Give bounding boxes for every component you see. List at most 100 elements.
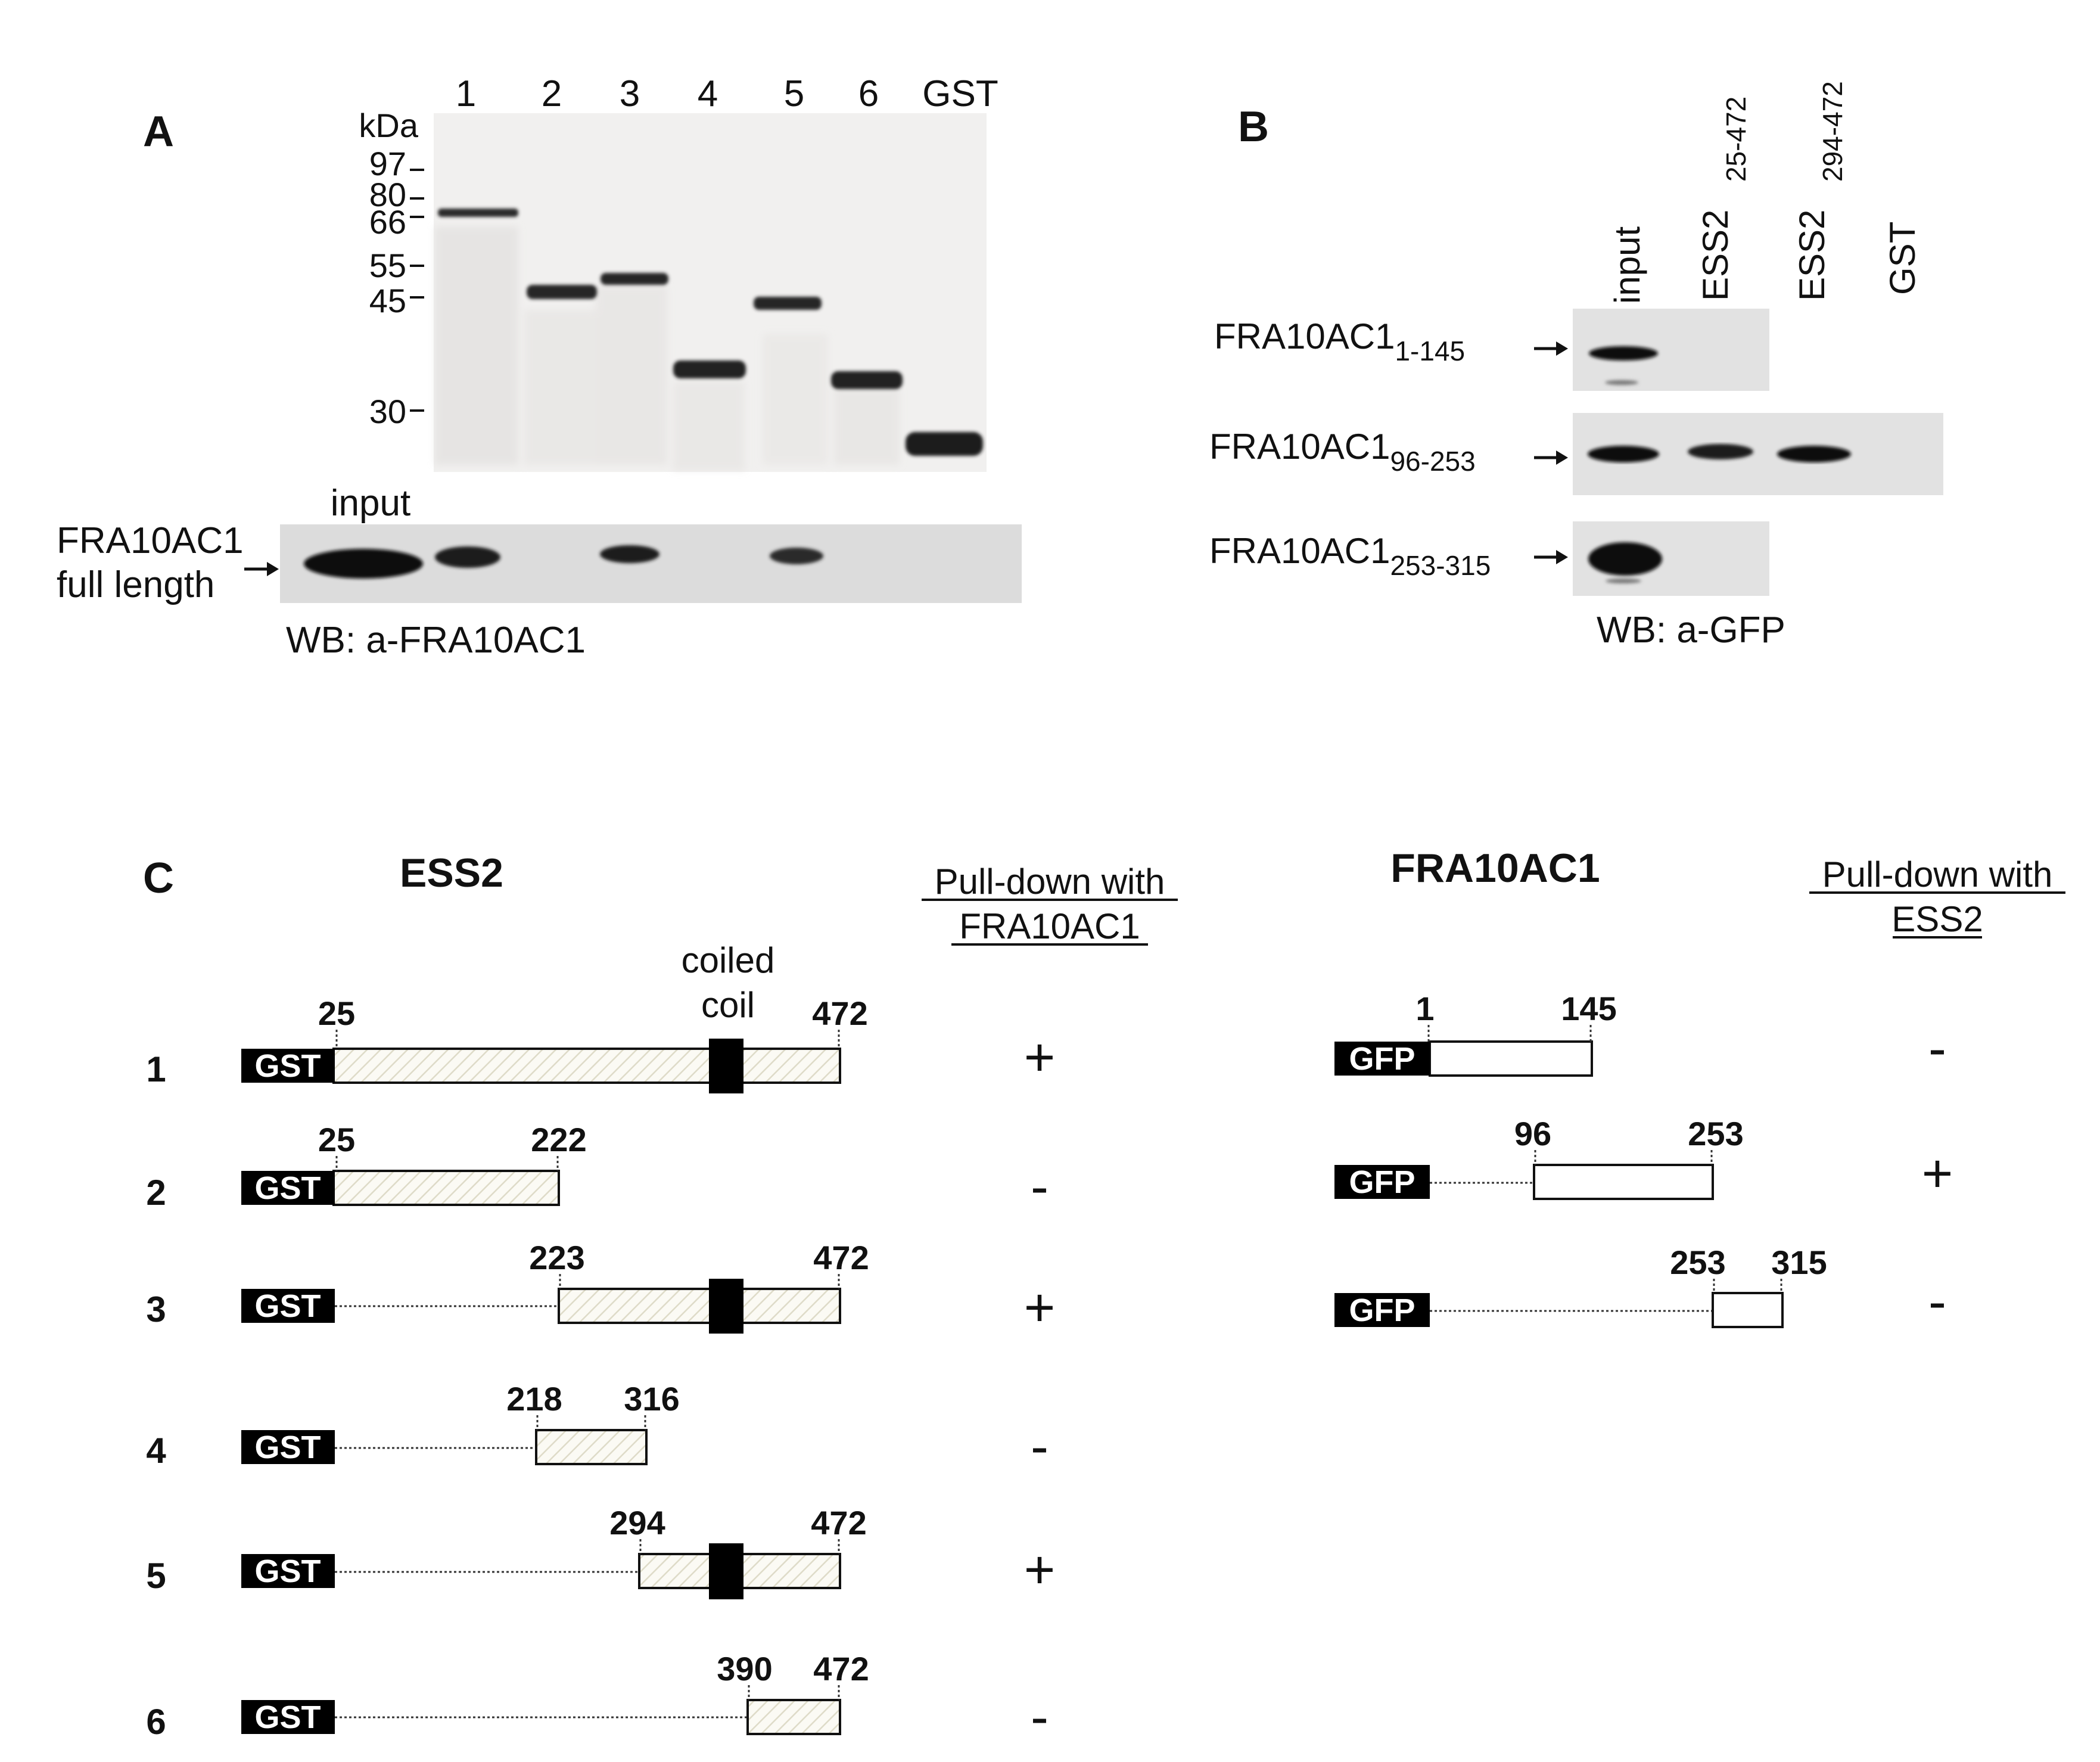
ess2-construct: 3 GST 223 472 + bbox=[146, 1239, 1055, 1338]
protein-domain bbox=[332, 1048, 841, 1084]
panel-b-letter: B bbox=[1238, 103, 1269, 151]
coiled-coil-label: coil bbox=[701, 985, 755, 1025]
gst-tag bbox=[241, 1430, 335, 1464]
pull-down-result: - bbox=[1031, 1157, 1049, 1217]
coomassie-gel bbox=[434, 113, 987, 472]
kda-label: kDa bbox=[359, 107, 418, 144]
gfp-tag-label: GFP bbox=[1349, 1292, 1415, 1328]
construct-number: 4 bbox=[146, 1431, 166, 1471]
side-label: full length bbox=[57, 564, 214, 605]
gst-tag bbox=[241, 1554, 335, 1588]
residue-label: 316 bbox=[624, 1380, 679, 1418]
blot-band bbox=[1588, 446, 1659, 462]
gel-band bbox=[438, 209, 518, 217]
panel-a-lane-label: 4 bbox=[698, 73, 718, 114]
western-blot-b-row-3 bbox=[1573, 521, 1769, 596]
gfp-tag-label: GFP bbox=[1349, 1041, 1415, 1077]
panel-a-lane-label: 6 bbox=[858, 73, 879, 114]
gel-band bbox=[601, 273, 668, 285]
protein-domain bbox=[1533, 1164, 1714, 1200]
coiled-coil-domain bbox=[709, 1039, 743, 1093]
panel-b-lane-subscript: 25-472 bbox=[1721, 97, 1751, 182]
construct-number: 6 bbox=[146, 1702, 166, 1742]
gel-band bbox=[673, 361, 746, 378]
western-blot-b-row-2 bbox=[1573, 413, 1943, 495]
ess2-construct: 5 GST 294 472 + bbox=[146, 1504, 1055, 1600]
residue-label: 253 bbox=[1670, 1244, 1725, 1281]
gfp-tag bbox=[1334, 1165, 1430, 1199]
marker-label: 80 bbox=[369, 176, 406, 213]
pull-down-result: - bbox=[1928, 1272, 1946, 1332]
construct-number: 1 bbox=[146, 1049, 166, 1089]
construct-number: 5 bbox=[146, 1556, 166, 1596]
ess2-construct: 2 GST 25 222 - bbox=[146, 1121, 1049, 1217]
gel-band bbox=[754, 297, 822, 310]
western-blot-a bbox=[280, 524, 1022, 603]
pull-down-result: + bbox=[1024, 1278, 1056, 1338]
pull-down-header: FRA10AC1 bbox=[959, 906, 1140, 946]
panel-b-lane-label: GST bbox=[1883, 222, 1922, 295]
residue-label: 472 bbox=[813, 1239, 869, 1276]
panel-a-lane-label: 5 bbox=[784, 73, 804, 114]
residue-label: 253 bbox=[1688, 1115, 1743, 1152]
pull-down-result: - bbox=[1031, 1688, 1049, 1747]
arrow-icon bbox=[1534, 341, 1568, 356]
panel-a-lane-label: 3 bbox=[620, 73, 640, 114]
protein-domain bbox=[1429, 1040, 1593, 1077]
fra10ac1-construct: GFP 96 253 + bbox=[1334, 1115, 1953, 1204]
pull-down-result: + bbox=[1024, 1540, 1056, 1600]
marker-label: 55 bbox=[369, 247, 406, 284]
protein-domain bbox=[332, 1170, 560, 1206]
protein-domain bbox=[535, 1429, 648, 1465]
gst-tag-label: GST bbox=[254, 1430, 321, 1465]
pull-down-result: - bbox=[1031, 1417, 1049, 1477]
gst-tag-label: GST bbox=[254, 1553, 321, 1589]
residue-label: 96 bbox=[1514, 1115, 1551, 1152]
gel-band bbox=[527, 285, 597, 299]
residue-label: 294 bbox=[609, 1504, 665, 1542]
pull-down-result: - bbox=[1928, 1019, 1946, 1079]
blot-band bbox=[1688, 444, 1753, 459]
blot-band bbox=[600, 545, 659, 563]
fra10ac1-title: FRA10AC1 bbox=[1390, 846, 1600, 891]
residue-label: 145 bbox=[1561, 990, 1616, 1027]
protein-domain bbox=[1712, 1292, 1784, 1328]
panel-b-lane-label: ESS2 bbox=[1695, 210, 1735, 301]
blot-band bbox=[1589, 346, 1658, 361]
western-blot-b-row-1 bbox=[1573, 309, 1769, 391]
gel-band bbox=[831, 371, 903, 389]
ess2-construct: 4 GST 218 316 - bbox=[146, 1380, 1049, 1477]
gst-tag-label: GST bbox=[254, 1288, 321, 1324]
marker-label: 45 bbox=[369, 282, 406, 319]
panel-b-row-label: FRA10AC1253-315 bbox=[1209, 531, 1491, 581]
arrow-icon bbox=[244, 562, 279, 576]
panel-b-lane-label: ESS2 bbox=[1792, 210, 1832, 301]
ess2-construct: 6 GST 390 472 - bbox=[146, 1650, 1049, 1747]
residue-label: 472 bbox=[811, 1504, 866, 1542]
marker-label: 97 bbox=[369, 145, 406, 182]
input-label: input bbox=[331, 483, 410, 524]
pull-down-result: + bbox=[1024, 1028, 1056, 1087]
gfp-tag-label: GFP bbox=[1349, 1164, 1415, 1200]
panel-a-lane-label: 2 bbox=[542, 73, 562, 114]
coiled-coil-label: coiled bbox=[682, 940, 775, 980]
residue-label: 1 bbox=[1415, 990, 1434, 1027]
coiled-coil-domain bbox=[709, 1543, 743, 1599]
panel-a-letter: A bbox=[143, 108, 174, 156]
arrow-icon bbox=[1534, 550, 1568, 564]
gfp-tag bbox=[1334, 1042, 1430, 1076]
panel-b-row-label: FRA10AC196-253 bbox=[1209, 427, 1476, 477]
blot-band bbox=[770, 548, 823, 564]
panel-b-lane-label: input bbox=[1607, 226, 1647, 304]
pull-down-header: ESS2 bbox=[1891, 899, 1983, 939]
panel-a-lane-label: GST bbox=[922, 73, 998, 114]
fra10ac1-construct: GFP 1 145 - bbox=[1334, 990, 1946, 1079]
gfp-tag bbox=[1334, 1293, 1430, 1327]
protein-domain bbox=[558, 1288, 841, 1324]
gst-tag bbox=[241, 1700, 335, 1734]
residue-label: 25 bbox=[318, 1121, 355, 1158]
residue-label: 390 bbox=[717, 1650, 772, 1688]
construct-number: 2 bbox=[146, 1173, 166, 1213]
marker-ticks bbox=[410, 169, 424, 412]
pull-down-header: Pull-down with bbox=[1822, 854, 2053, 894]
